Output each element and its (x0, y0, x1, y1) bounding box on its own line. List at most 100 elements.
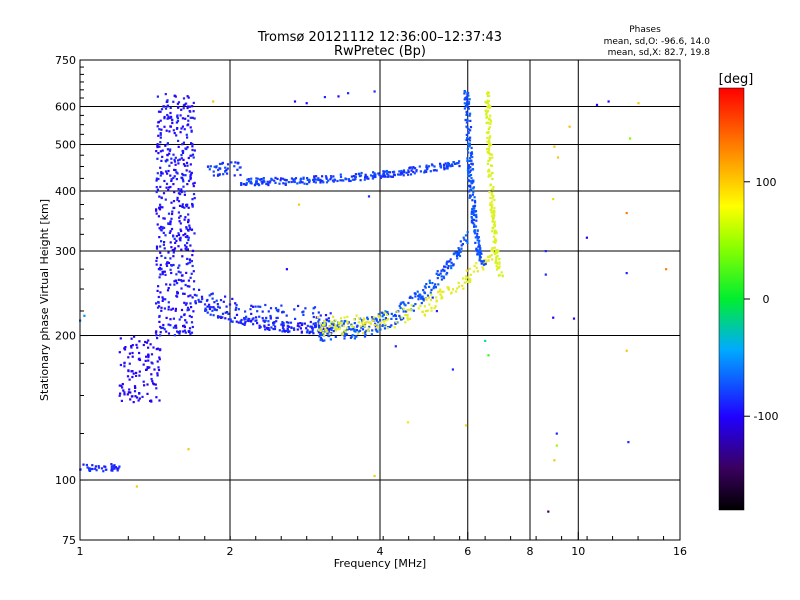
scatter-point (544, 273, 547, 276)
trace-point (428, 285, 431, 288)
trace-point (451, 288, 455, 291)
trace-point (326, 330, 329, 333)
trace-point (167, 188, 170, 192)
trace-point (166, 143, 169, 146)
trace-point (198, 288, 201, 291)
trace-point (356, 324, 359, 327)
trace-point (249, 308, 252, 311)
trace-point (221, 161, 224, 164)
trace-point (118, 351, 121, 354)
trace-point (167, 115, 170, 118)
trace-point (193, 280, 196, 283)
trace-point (325, 181, 329, 184)
trace-point (435, 300, 438, 303)
trace-point (113, 466, 116, 469)
trace-point (443, 269, 446, 272)
trace-point (460, 247, 463, 250)
trace-point (469, 136, 472, 139)
trace-point (402, 307, 405, 310)
trace-point (341, 333, 344, 336)
trace-point (270, 177, 273, 180)
trace-point (440, 278, 443, 281)
trace-point (116, 469, 119, 472)
trace-point (118, 384, 121, 387)
trace-point (488, 170, 491, 173)
trace-point (471, 162, 474, 165)
trace-point (468, 196, 471, 199)
trace-point (181, 172, 184, 176)
trace-point (478, 259, 481, 262)
trace-point (238, 166, 241, 169)
trace-point (206, 305, 209, 308)
trace-point (467, 131, 470, 134)
trace-point (173, 283, 176, 286)
trace-point (180, 190, 183, 194)
trace-point (486, 147, 489, 150)
trace-point (468, 142, 471, 145)
trace-point (263, 180, 266, 183)
trace-point (300, 323, 304, 327)
trace-point (372, 171, 375, 174)
trace-point (160, 196, 163, 199)
trace-point (407, 301, 410, 305)
scatter-point (435, 310, 438, 313)
trace-point (215, 166, 218, 169)
trace-point (379, 319, 382, 322)
trace-point (290, 177, 293, 180)
trace-point (473, 225, 476, 228)
trace-point (293, 328, 296, 331)
trace-point (489, 196, 492, 199)
trace-point (312, 315, 315, 319)
trace-point (272, 327, 275, 331)
trace-point (439, 272, 442, 275)
trace-point (157, 368, 161, 372)
trace-point (180, 188, 183, 191)
trace-point (486, 150, 489, 153)
trace-point (477, 241, 480, 244)
x-axis-label: Frequency [MHz] (334, 557, 426, 570)
trace-point (147, 339, 150, 342)
trace-point (445, 167, 448, 170)
trace-point (308, 179, 311, 182)
trace-point (452, 161, 455, 164)
trace-point (170, 115, 173, 118)
trace-point (374, 325, 377, 328)
trace-point (417, 298, 420, 301)
trace-point (179, 238, 182, 241)
trace-point (145, 341, 149, 344)
trace-point (377, 313, 380, 316)
trace-point (185, 102, 188, 105)
trace-point (261, 182, 264, 185)
trace-point (281, 311, 284, 314)
trace-point (485, 112, 488, 115)
trace-point (494, 252, 497, 255)
trace-point (472, 218, 476, 222)
trace-point (476, 239, 479, 242)
trace-point (160, 108, 164, 111)
trace-point (224, 295, 227, 298)
trace-point (362, 323, 365, 326)
trace-point (159, 166, 162, 169)
trace-point (490, 191, 494, 194)
trace-point (130, 395, 133, 398)
trace-point (472, 186, 475, 189)
trace-point (489, 202, 492, 205)
trace-point (174, 156, 177, 159)
trace-point (156, 125, 159, 128)
trace-point (170, 264, 173, 267)
trace-point (121, 383, 124, 386)
trace-point (165, 182, 169, 185)
trace-point (425, 170, 428, 173)
trace-point (227, 318, 230, 321)
trace-point (465, 125, 468, 128)
trace-point (473, 230, 476, 233)
trace-point (187, 206, 190, 209)
trace-point (395, 317, 398, 320)
trace-point (245, 315, 248, 318)
trace-point (154, 331, 158, 334)
trace-point (185, 133, 188, 136)
trace-point (173, 237, 176, 240)
trace-point (402, 301, 405, 304)
trace-point (435, 296, 438, 299)
trace-point (313, 175, 316, 178)
